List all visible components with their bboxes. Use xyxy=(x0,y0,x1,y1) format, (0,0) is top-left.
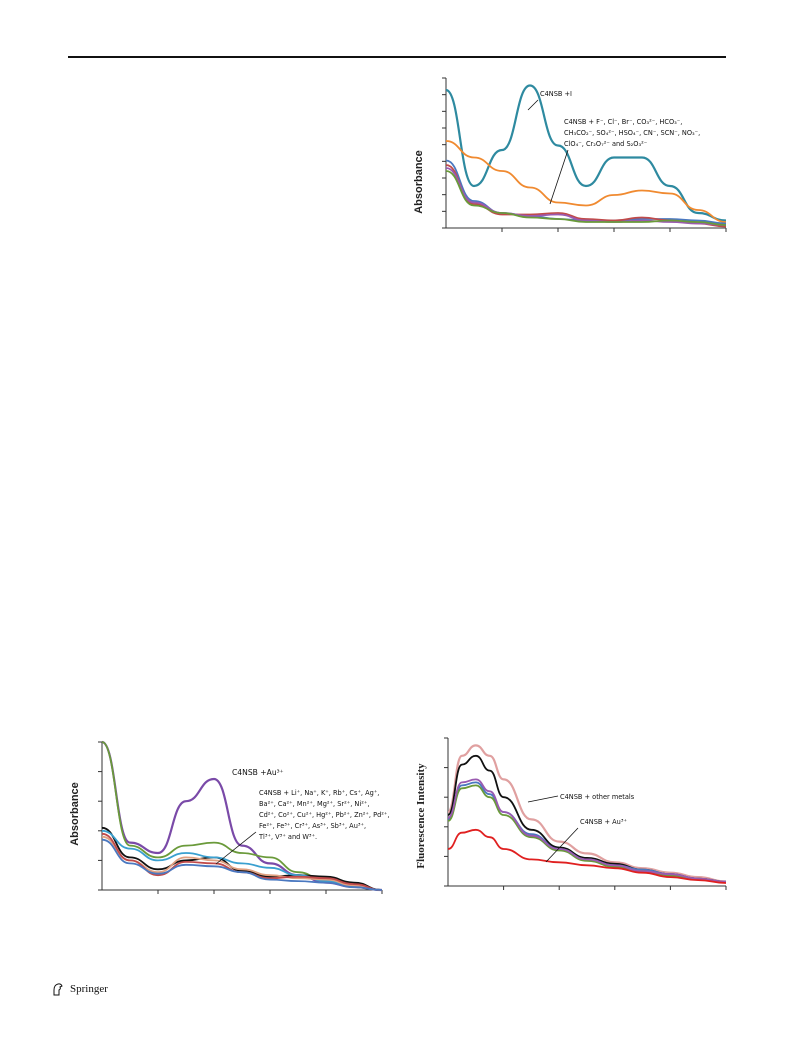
series-line xyxy=(447,828,727,884)
chart-metal-absorbance: Absorbance C4NSB +Au³⁺ C4NSB + Li⁺, Na⁺,… xyxy=(66,738,390,898)
annotation-label: C4NSB + Li⁺, Na⁺, K⁺, Rb⁺, Cs⁺, Ag⁺, xyxy=(259,789,379,797)
series-line xyxy=(445,170,727,226)
chart-fluorescence: Fluorescence Intensity C4NSB + other met… xyxy=(408,734,728,894)
series-line xyxy=(446,744,727,883)
y-axis-label: Fluorescence Intensity xyxy=(415,763,427,869)
annotation-label: Fe²⁺, Fe³⁺, Cr³⁺, As³⁺, Sb³⁺, Au³⁺, xyxy=(259,822,366,830)
page-footer: Springer xyxy=(52,982,108,996)
annotation-label: ClO₄⁻, Cr₂O₇²⁻ and S₂O₃²⁻ xyxy=(564,140,648,148)
annotation-label: C4NSB +Au³⁺ xyxy=(232,768,284,777)
series-line xyxy=(445,167,727,226)
annotation-label: C4NSB + F⁻, Cl⁻, Br⁻, CO₃²⁻, HCO₃⁻, xyxy=(564,118,682,126)
series-line xyxy=(101,832,383,891)
chart-3-svg: Fluorescence Intensity C4NSB + other met… xyxy=(415,737,727,890)
series-line xyxy=(445,164,727,228)
series-line xyxy=(447,778,727,883)
annotation-label: Tl³⁺, V³⁺ and W³⁺. xyxy=(258,833,317,841)
header-rule xyxy=(68,56,726,58)
series-line xyxy=(101,826,383,891)
publisher-name: Springer xyxy=(70,983,108,995)
annotation-label: C4NSB + Au³⁺ xyxy=(580,818,627,826)
series-line xyxy=(101,838,383,891)
annotation-label: C4NSB + other metals xyxy=(560,793,635,801)
annotation-leader xyxy=(549,149,569,205)
annotation-leader xyxy=(215,831,257,865)
annotation-label: C4NSB +I xyxy=(540,90,572,98)
annotation-leader xyxy=(527,99,539,111)
annotation-leader xyxy=(545,827,579,863)
series-line xyxy=(101,829,383,891)
annotation-label: Cd²⁺, Co²⁺, Cu²⁺, Hg²⁺, Pb²⁺, Zn²⁺, Pd²⁺… xyxy=(259,811,390,819)
annotation-label: Ba²⁺, Ca²⁺, Mn²⁺, Mg²⁺, Sr²⁺, Ni²⁺, xyxy=(259,800,369,808)
y-axis-label: Absorbance xyxy=(69,782,81,846)
series-line xyxy=(445,140,727,223)
springer-horse-icon xyxy=(53,983,63,996)
series-line xyxy=(445,84,727,222)
y-axis-label: Absorbance xyxy=(413,150,425,214)
annotation-leader xyxy=(527,795,559,803)
chart-1-svg: Absorbance C4NSB +I C4NSB + F⁻, Cl⁻, Br⁻… xyxy=(413,77,727,232)
chart-anion-absorbance: Absorbance C4NSB +I C4NSB + F⁻, Cl⁻, Br⁻… xyxy=(408,72,728,237)
series-line xyxy=(447,784,727,883)
series-line xyxy=(101,835,383,891)
chart-2-svg: Absorbance C4NSB +Au³⁺ C4NSB + Li⁺, Na⁺,… xyxy=(69,740,390,894)
annotation-label: CH₃CO₂⁻, SO₄²⁻, HSO₄⁻, CN⁻, SCN⁻, NO₃⁻, xyxy=(564,129,700,137)
